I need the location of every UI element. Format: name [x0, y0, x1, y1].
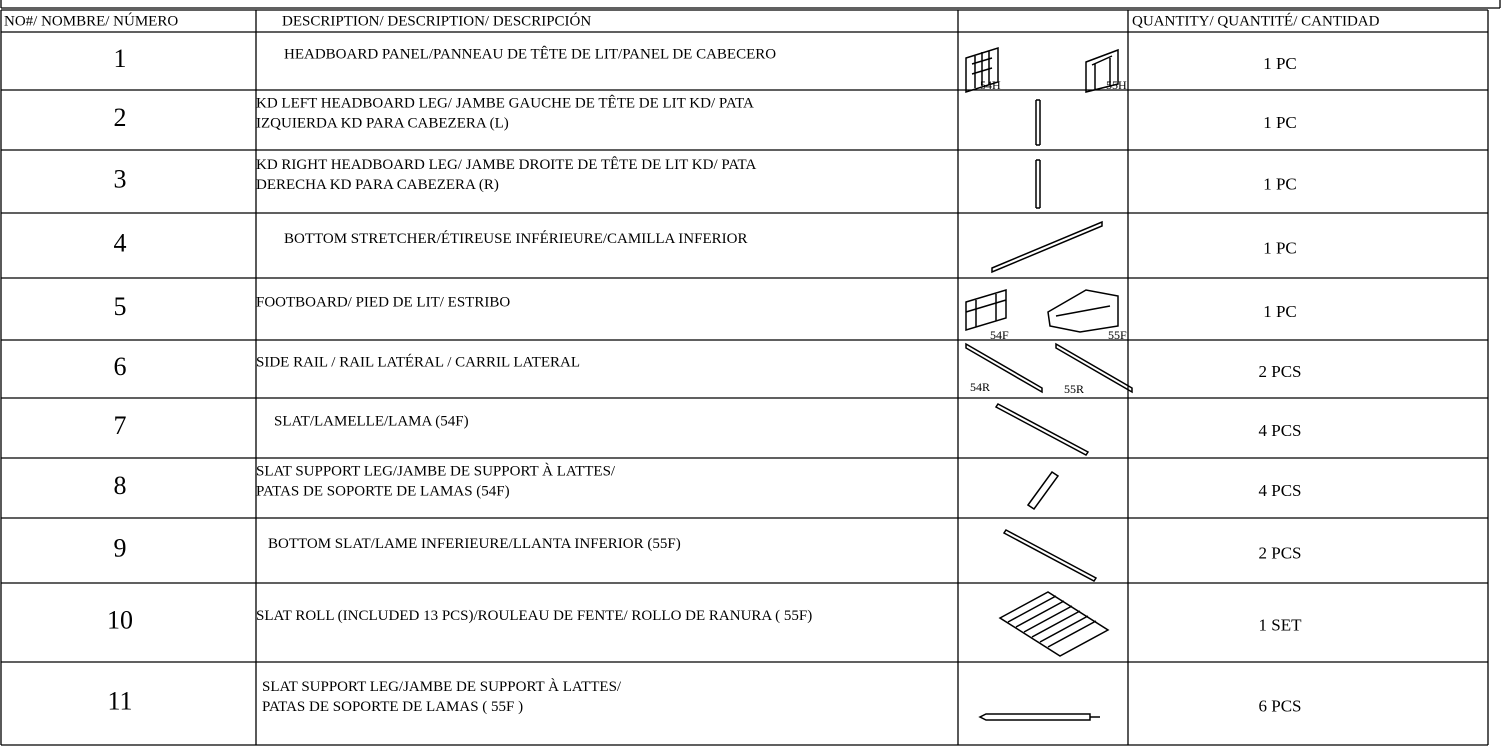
description-line: SLAT/LAMELLE/LAMA (54F) — [274, 413, 469, 429]
row-number: 5 — [114, 292, 127, 321]
row-number: 7 — [114, 411, 127, 440]
quantity: 1 PC — [1263, 174, 1297, 193]
part-label: 55H — [1106, 78, 1127, 92]
description-line: KD LEFT HEADBOARD LEG/ JAMBE GAUCHE DE T… — [256, 94, 754, 111]
description-line: DERECHA KD PARA CABEZERA (R) — [256, 177, 499, 193]
header-description: DESCRIPTION/ DESCRIPTION/ DESCRIPCIÓN — [282, 12, 591, 29]
description-line: PATAS DE SOPORTE DE LAMAS ( 55F ) — [262, 699, 523, 715]
row-number: 10 — [107, 605, 133, 634]
description-line: KD RIGHT HEADBOARD LEG/ JAMBE DROITE DE … — [256, 156, 756, 173]
part-label: 54H — [980, 78, 1001, 92]
description-line: SLAT SUPPORT LEG/JAMBE DE SUPPORT À LATT… — [262, 678, 622, 695]
row-number: 2 — [114, 103, 127, 132]
row-number: 9 — [114, 533, 127, 562]
quantity: 4 PCS — [1259, 421, 1302, 440]
part-label: 54R — [970, 380, 990, 394]
description-line: SIDE RAIL / RAIL LATÉRAL / CARRIL LATERA… — [256, 353, 580, 370]
quantity: 4 PCS — [1259, 481, 1302, 500]
row-number: 8 — [114, 471, 127, 500]
row-number: 1 — [114, 44, 127, 73]
description-line: BOTTOM SLAT/LAME INFERIEURE/LLANTA INFER… — [268, 536, 681, 552]
part-drawings — [965, 46, 1133, 721]
header-number: NO#/ NOMBRE/ NÚMERO — [4, 12, 178, 29]
description-line: IZQUIERDA KD PARA CABEZERA (L) — [256, 115, 509, 131]
row-number: 6 — [114, 352, 127, 381]
description-line: PATAS DE SOPORTE DE LAMAS (54F) — [256, 483, 510, 499]
description-line: BOTTOM STRETCHER/ÉTIREUSE INFÉRIEURE/CAM… — [284, 230, 747, 247]
quantity: 1 PC — [1263, 113, 1297, 132]
quantity: 1 PC — [1263, 238, 1297, 257]
row-number: 3 — [114, 164, 127, 193]
description-line: SLAT ROLL (INCLUDED 13 PCS)/ROULEAU DE F… — [256, 608, 812, 624]
quantity: 6 PCS — [1259, 696, 1302, 715]
description-line: SLAT SUPPORT LEG/JAMBE DE SUPPORT À LATT… — [256, 462, 616, 479]
description-line: FOOTBOARD/ PIED DE LIT/ ESTRIBO — [256, 294, 510, 310]
header-quantity: QUANTITY/ QUANTITÉ/ CANTIDAD — [1132, 12, 1380, 29]
part-label: 54F — [990, 328, 1009, 342]
part-label: 55F — [1108, 328, 1127, 342]
quantity: 2 PCS — [1259, 362, 1302, 381]
quantity: 2 PCS — [1259, 543, 1302, 562]
quantity: 1 PC — [1263, 302, 1297, 321]
description-line: HEADBOARD PANEL/PANNEAU DE TÊTE DE LIT/P… — [284, 45, 776, 62]
quantity: 1 SET — [1259, 615, 1303, 634]
quantity: 1 PC — [1263, 54, 1297, 73]
part-label: 55R — [1064, 382, 1084, 396]
row-number: 4 — [114, 228, 127, 257]
row-number: 11 — [107, 686, 132, 715]
